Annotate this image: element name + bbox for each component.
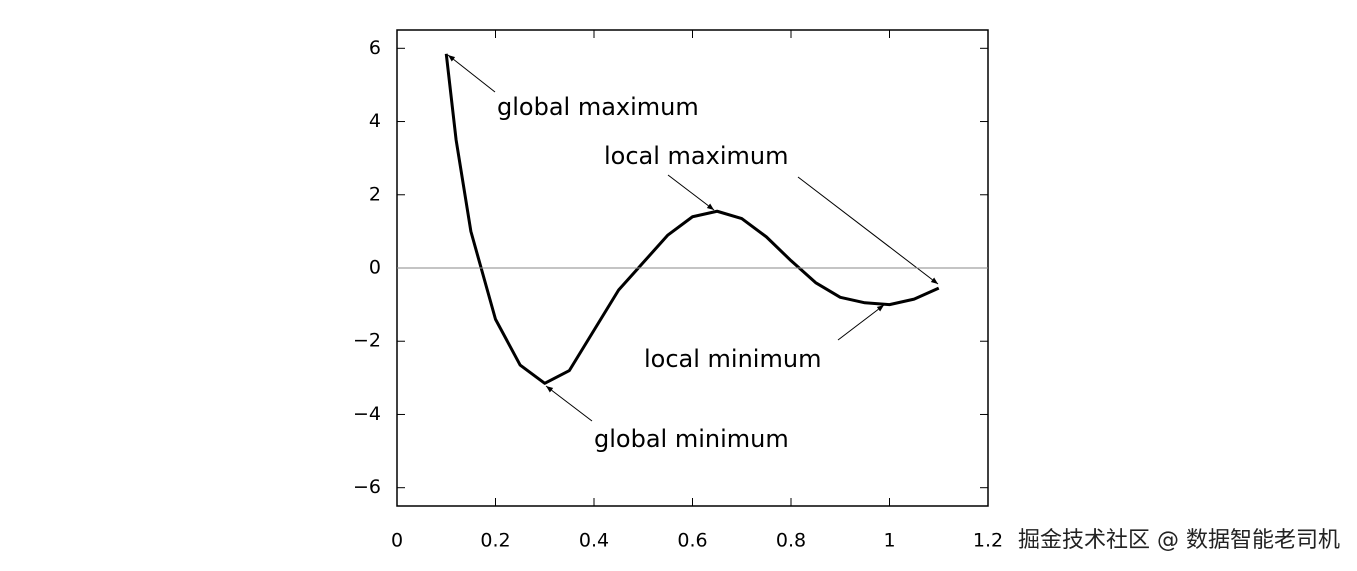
x-tick-label: 0.8: [776, 530, 806, 552]
arrow: [667, 174, 715, 211]
y-tick-label: −4: [353, 403, 381, 425]
y-tick-label: 6: [369, 37, 381, 59]
y-tick-label: 2: [369, 183, 381, 205]
y-tick-label: −2: [353, 330, 381, 352]
watermark: 掘金技术社区 @ 数据智能老司机: [1018, 528, 1340, 553]
y-tick-label: 0: [369, 257, 381, 279]
arrow: [837, 304, 885, 341]
y-tick-label: −6: [353, 476, 381, 498]
arrow: [797, 176, 939, 285]
x-tick-label: 0.6: [677, 530, 707, 552]
annotation: global maximum: [497, 93, 699, 121]
annotation: local maximum: [604, 142, 788, 170]
x-tick-label: 0.4: [579, 530, 609, 552]
y-tick-label: 4: [369, 110, 381, 132]
x-tick-label: 0: [391, 530, 403, 552]
arrows: [447, 54, 939, 422]
arrow: [447, 54, 496, 93]
x-tick-label: 1: [883, 530, 895, 552]
annotation: local minimum: [644, 345, 821, 373]
x-tick-label: 1.2: [973, 530, 1003, 552]
x-tick-label: 0.2: [480, 530, 510, 552]
annotation: global minimum: [594, 425, 789, 453]
arrow: [545, 385, 593, 422]
line: [444, 53, 940, 385]
